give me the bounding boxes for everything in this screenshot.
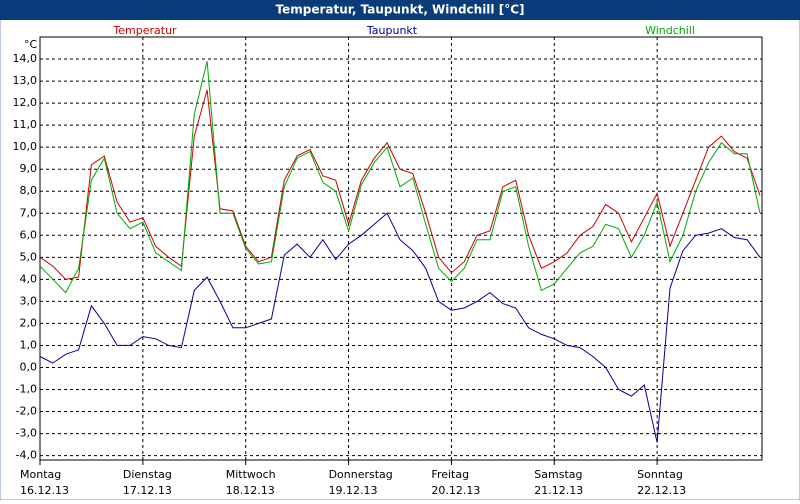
y-tick-label: 12,0: [13, 96, 38, 109]
legend-entry: Taupunkt: [366, 24, 418, 37]
y-tick-label: 1,0: [20, 338, 38, 351]
y-tick-label: 13,0: [13, 74, 38, 87]
x-tick-label: Donnerstag: [329, 468, 393, 481]
x-tick-label: Samstag: [534, 468, 582, 481]
y-tick-label: 2,0: [20, 316, 38, 329]
y-unit: °C: [24, 38, 38, 51]
title-bar: [0, 0, 800, 20]
x-tick-label: Montag: [20, 468, 61, 481]
y-tick-label: 14,0: [13, 52, 38, 65]
x-tick-date: 18.12.13: [226, 484, 275, 497]
plot-area: [39, 36, 763, 461]
y-tick-label: 8,0: [20, 184, 38, 197]
x-tick-label: Freitag: [431, 468, 469, 481]
x-tick-label: Mittwoch: [226, 468, 276, 481]
x-tick-date: 16.12.13: [20, 484, 69, 497]
y-tick-label: -1,0: [16, 383, 37, 396]
legend-entry: Windchill: [645, 24, 695, 37]
legend-entry: Temperatur: [112, 24, 177, 37]
x-tick-label: Dienstag: [123, 468, 172, 481]
y-tick-label: -3,0: [16, 427, 37, 440]
x-tick-date: 20.12.13: [431, 484, 480, 497]
y-tick-label: 11,0: [13, 118, 38, 131]
x-tick-date: 22.12.13: [637, 484, 686, 497]
y-tick-label: 10,0: [13, 140, 38, 153]
y-tick-label: 9,0: [20, 162, 38, 175]
series-line: [39, 61, 761, 294]
x-tick-date: 19.12.13: [329, 484, 378, 497]
y-tick-label: 7,0: [20, 206, 38, 219]
y-tick-label: -4,0: [16, 449, 37, 462]
x-tick-label: Sonntag: [637, 468, 683, 481]
y-tick-label: 4,0: [20, 272, 38, 285]
x-tick-date: 21.12.13: [534, 484, 583, 497]
y-tick-label: 5,0: [20, 250, 38, 263]
x-tick-date: 17.12.13: [123, 484, 172, 497]
series-line: [39, 212, 761, 443]
y-tick-label: 6,0: [20, 228, 38, 241]
series-line: [39, 89, 761, 280]
y-tick-label: -2,0: [16, 405, 37, 418]
chart-title: Temperatur, Taupunkt, Windchill [°C]: [276, 3, 525, 17]
y-tick-label: 3,0: [20, 294, 38, 307]
y-tick-label: 0,0: [20, 360, 38, 373]
